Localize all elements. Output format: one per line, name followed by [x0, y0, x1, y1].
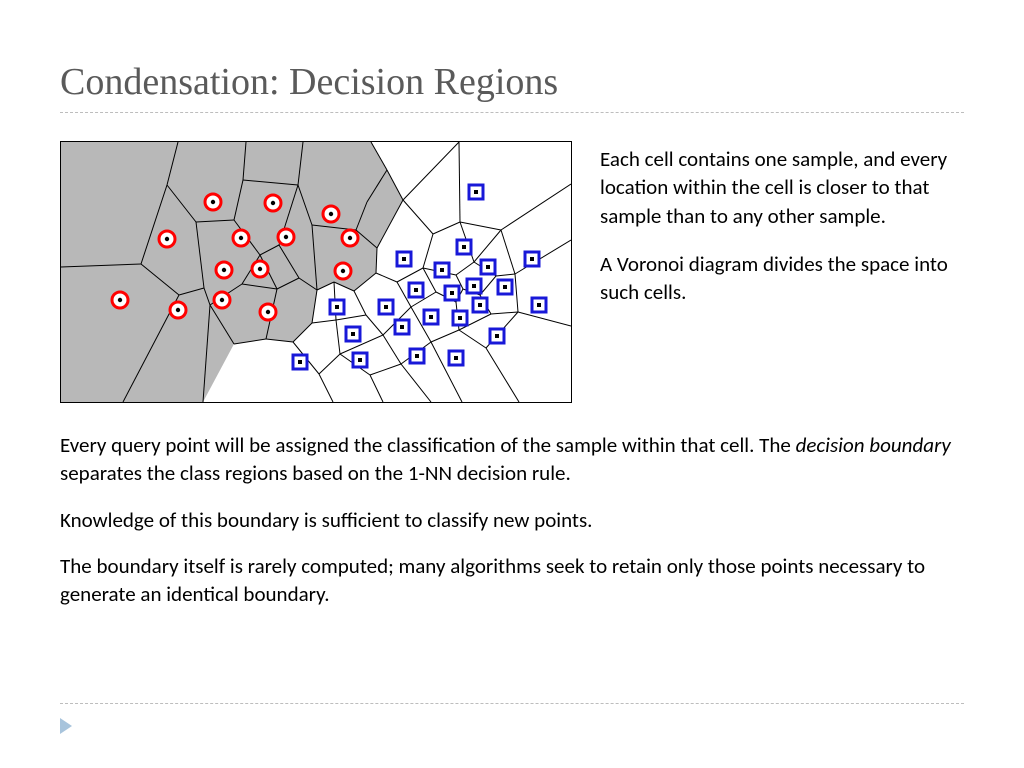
footer-divider	[60, 703, 964, 704]
body-para-2: Knowledge of this boundary is sufficient…	[60, 506, 964, 534]
side-para-1: Each cell contains one sample, and every…	[600, 145, 964, 230]
title-divider	[60, 112, 964, 113]
body-para-1-post: separates the class regions based on the…	[60, 460, 571, 486]
slide-title: Condensation: Decision Regions	[60, 60, 964, 104]
body-text-block: Every query point will be assigned the c…	[60, 431, 964, 609]
voronoi-svg	[61, 142, 571, 402]
voronoi-diagram	[60, 141, 572, 403]
body-para-3: The boundary itself is rarely computed; …	[60, 552, 964, 609]
body-para-1-pre: Every query point will be assigned the c…	[60, 432, 796, 458]
side-text-block: Each cell contains one sample, and every…	[600, 141, 964, 403]
body-para-1: Every query point will be assigned the c…	[60, 431, 964, 488]
body-para-1-em: decision boundary	[796, 432, 951, 458]
side-para-2: A Voronoi diagram divides the space into…	[600, 250, 964, 307]
caret-icon	[60, 718, 72, 734]
